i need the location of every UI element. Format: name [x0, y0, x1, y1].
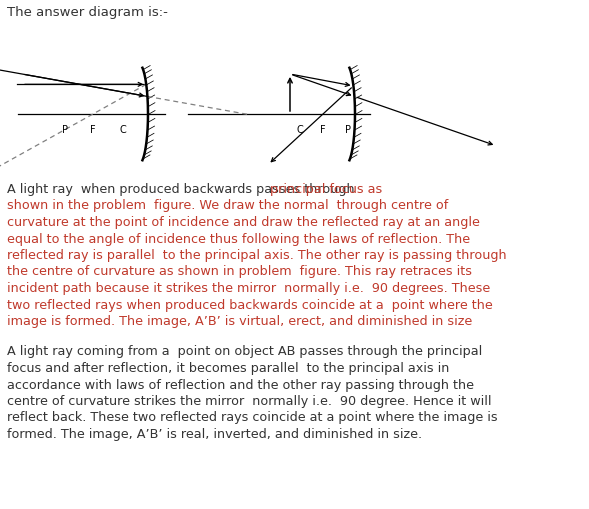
Text: A light ray coming from a  point on object AB passes through the principal: A light ray coming from a point on objec… [7, 345, 482, 358]
Text: C: C [297, 125, 303, 135]
Text: principal focus as: principal focus as [270, 183, 382, 195]
Text: image is formed. The image, A’B’ is virtual, erect, and diminished in size: image is formed. The image, A’B’ is virt… [7, 315, 472, 327]
Text: C: C [120, 125, 127, 135]
Text: focus and after reflection, it becomes parallel  to the principal axis in: focus and after reflection, it becomes p… [7, 361, 449, 374]
Text: F: F [320, 125, 326, 135]
Text: F: F [90, 125, 96, 135]
Text: curvature at the point of incidence and draw the reflected ray at an angle: curvature at the point of incidence and … [7, 216, 480, 229]
Text: shown in the problem  figure. We draw the normal  through centre of: shown in the problem figure. We draw the… [7, 199, 448, 212]
Text: reflected ray is parallel  to the principal axis. The other ray is passing throu: reflected ray is parallel to the princip… [7, 248, 507, 262]
Text: formed. The image, A’B’ is real, inverted, and diminished in size.: formed. The image, A’B’ is real, inverte… [7, 427, 422, 440]
Text: centre of curvature strikes the mirror  normally i.e.  90 degree. Hence it will: centre of curvature strikes the mirror n… [7, 394, 491, 407]
Text: The answer diagram is:-: The answer diagram is:- [7, 6, 168, 19]
Text: incident path because it strikes the mirror  normally i.e.  90 degrees. These: incident path because it strikes the mir… [7, 281, 490, 294]
Text: reflect back. These two reflected rays coincide at a point where the image is: reflect back. These two reflected rays c… [7, 411, 498, 423]
Text: two reflected rays when produced backwards coincide at a  point where the: two reflected rays when produced backwar… [7, 298, 493, 311]
Text: A light ray  when produced backwards passes through: A light ray when produced backwards pass… [7, 183, 359, 195]
Text: P: P [62, 125, 68, 135]
Text: P: P [345, 125, 351, 135]
Text: accordance with laws of reflection and the other ray passing through the: accordance with laws of reflection and t… [7, 378, 474, 391]
Text: equal to the angle of incidence thus following the laws of reflection. The: equal to the angle of incidence thus fol… [7, 232, 470, 245]
Text: the centre of curvature as shown in problem  figure. This ray retraces its: the centre of curvature as shown in prob… [7, 265, 472, 278]
